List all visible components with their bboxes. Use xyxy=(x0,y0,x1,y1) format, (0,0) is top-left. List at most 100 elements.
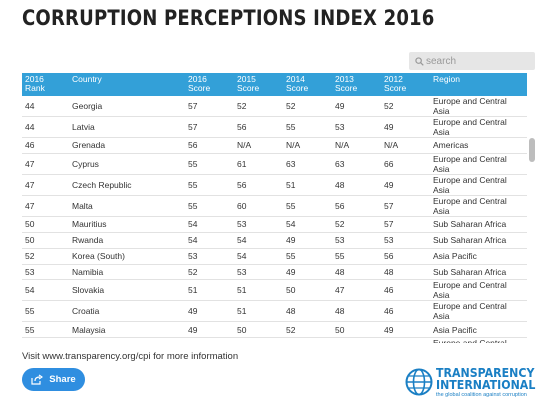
table-cell: 55 xyxy=(22,321,69,339)
table-cell: 54 xyxy=(234,248,283,265)
table-cell: 53 xyxy=(185,248,234,265)
table-cell: 47 xyxy=(22,195,69,217)
scrollbar-thumb[interactable] xyxy=(529,138,535,162)
column-header-line1: 2016 xyxy=(188,74,207,84)
table-cell: 55 xyxy=(22,300,69,323)
table-cell: 56 xyxy=(234,116,283,138)
logo-tagline: the global coalition against corruption xyxy=(436,392,527,398)
table-cell: 57 xyxy=(185,96,234,117)
search-input[interactable] xyxy=(426,55,526,67)
table-cell: Slovakia xyxy=(69,279,185,302)
table-cell: 55 xyxy=(283,195,332,217)
column-header[interactable]: 2016 Score xyxy=(185,73,234,96)
table-cell: Europe and Central Asia xyxy=(430,174,527,196)
table-cell: N/A xyxy=(234,137,283,154)
table-row: 52 Korea (South) 53 54 55 55 56 Asia Pacific xyxy=(22,248,527,265)
data-table-container: 2016 Rank Country 2016 Score 2015 Score 2014 Sco… xyxy=(22,73,527,343)
column-header[interactable]: 2016 Rank xyxy=(22,73,69,96)
table-row: 54 Slovakia 51 51 50 47 46 Europe and Central A… xyxy=(22,279,527,302)
table-header: 2016 Rank Country 2016 Score 2015 Score 2014 Sco… xyxy=(22,73,527,96)
column-header-line2: Rank xyxy=(25,83,45,93)
table-cell: Europe and Central Asia xyxy=(430,153,527,175)
table-cell: 52 xyxy=(283,96,332,117)
table-row: 53 Namibia 52 53 49 48 48 Sub Saharan Africa xyxy=(22,264,527,281)
table-row: 50 Rwanda 54 54 49 53 53 Sub Saharan Africa xyxy=(22,232,527,249)
table-cell: 56 xyxy=(185,137,234,154)
column-header-line2: Score xyxy=(286,83,309,93)
table-row: 57Hungary4851545455Europe and Central As… xyxy=(22,337,527,343)
table-cell: Malaysia xyxy=(69,321,185,339)
table-cell: 57 xyxy=(22,337,69,343)
logo-line1: TRANSPARENCY xyxy=(436,365,535,380)
table-cell: 57 xyxy=(381,216,430,233)
table-cell: 49 xyxy=(283,264,332,281)
table-row: 55 Croatia 49 51 48 48 46 Europe and Central As… xyxy=(22,300,527,323)
column-header-line1: 2013 xyxy=(335,74,354,84)
table-cell: 49 xyxy=(381,116,430,138)
table-cell: N/A xyxy=(381,137,430,154)
table-row: 47 Malta 55 60 55 56 57 Europe and Central Asia xyxy=(22,195,527,217)
table-cell: 47 xyxy=(22,153,69,175)
table-cell: 51 xyxy=(234,300,283,323)
table-cell: 55 xyxy=(381,337,430,343)
table-cell: 46 xyxy=(22,137,69,154)
table-cell: Europe and Central Asia xyxy=(430,116,527,138)
info-text: Visit www.transparency.org/cpi for more … xyxy=(22,351,239,362)
table-cell: 60 xyxy=(234,195,283,217)
table-cell: N/A xyxy=(283,137,332,154)
share-label: Share xyxy=(49,374,76,385)
logo-line2: INTERNATIONAL xyxy=(436,377,536,392)
scrollbar-track[interactable] xyxy=(529,73,535,343)
table-cell: 48 xyxy=(332,300,381,323)
table-cell: 52 xyxy=(185,264,234,281)
column-header-line1: Country xyxy=(72,74,102,84)
table-cell: 56 xyxy=(332,195,381,217)
table-cell: 55 xyxy=(283,248,332,265)
table-cell: Sub Saharan Africa xyxy=(430,232,527,249)
table-cell: Europe and Central Asia xyxy=(430,195,527,217)
table-cell: Cyprus xyxy=(69,153,185,175)
table-cell: Rwanda xyxy=(69,232,185,249)
search-box[interactable] xyxy=(409,52,535,70)
table-cell: 49 xyxy=(283,232,332,249)
table-cell: 49 xyxy=(332,96,381,117)
column-header[interactable]: Country xyxy=(69,73,185,96)
column-header-line1: Region xyxy=(433,74,460,84)
share-button[interactable]: Share xyxy=(22,368,85,391)
table-cell: 53 xyxy=(22,264,69,281)
table-cell: Asia Pacific xyxy=(430,248,527,265)
table-cell: 56 xyxy=(381,248,430,265)
table-cell: Georgia xyxy=(69,96,185,117)
table-cell: 54 xyxy=(185,232,234,249)
table-cell: 57 xyxy=(381,195,430,217)
table-cell: N/A xyxy=(332,137,381,154)
table-cell: 50 xyxy=(234,321,283,339)
table-cell: 55 xyxy=(332,248,381,265)
table-cell: 53 xyxy=(234,264,283,281)
table-cell: Czech Republic xyxy=(69,174,185,196)
table-cell: 53 xyxy=(234,216,283,233)
column-header[interactable]: 2013 Score xyxy=(332,73,381,96)
column-header-line2: Score xyxy=(335,83,358,93)
table-cell: 55 xyxy=(185,174,234,196)
table-cell: Malta xyxy=(69,195,185,217)
table-cell: 54 xyxy=(234,232,283,249)
globe-icon xyxy=(405,368,433,396)
table-cell: 54 xyxy=(332,337,381,343)
search-icon xyxy=(412,54,426,68)
table-cell: 52 xyxy=(22,248,69,265)
table-cell: 50 xyxy=(332,321,381,339)
table-cell: 44 xyxy=(22,116,69,138)
table-row: 44 Latvia 57 56 55 53 49 Europe and Central Asi… xyxy=(22,116,527,138)
column-header[interactable]: 2014 Score xyxy=(283,73,332,96)
transparency-international-logo: TRANSPARENCY INTERNATIONAL the global co… xyxy=(405,366,545,400)
table-cell: 49 xyxy=(185,321,234,339)
column-header[interactable]: 2015 Score xyxy=(234,73,283,96)
table-cell: 44 xyxy=(22,96,69,117)
table-cell: 50 xyxy=(283,279,332,302)
table-row: 47 Czech Republic 55 56 51 48 49 Europe and Cen… xyxy=(22,174,527,196)
column-header[interactable]: Region xyxy=(430,73,527,96)
table-cell: 53 xyxy=(332,232,381,249)
column-header[interactable]: 2012 Score xyxy=(381,73,430,96)
table-cell: 55 xyxy=(283,116,332,138)
